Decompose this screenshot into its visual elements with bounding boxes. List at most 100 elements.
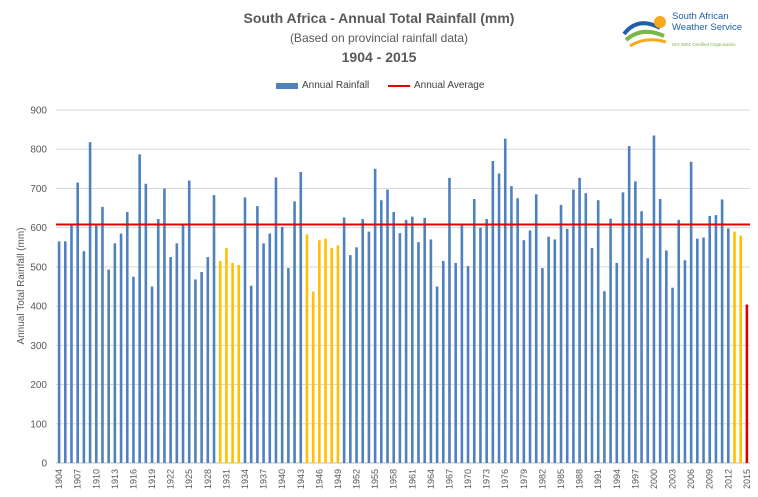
bar <box>646 258 650 463</box>
x-tick-label: 1934 <box>240 469 250 489</box>
bar <box>187 180 191 463</box>
bar <box>107 269 110 463</box>
chart-title: South Africa - Annual Total Rainfall (mm… <box>243 10 515 26</box>
bar <box>144 183 148 463</box>
bar <box>516 198 519 463</box>
bar <box>609 218 612 463</box>
bar <box>237 264 241 463</box>
bar <box>404 219 408 463</box>
bar <box>696 238 699 463</box>
bar <box>683 260 687 463</box>
x-tick-label: 1994 <box>612 469 622 489</box>
x-tick-label: 1991 <box>593 469 603 489</box>
bar <box>318 240 321 463</box>
bar <box>417 242 420 463</box>
bar <box>293 201 296 464</box>
legend-line-swatch <box>388 84 410 87</box>
bar <box>355 247 358 463</box>
chart-period: 1904 - 2015 <box>341 49 417 65</box>
bar <box>621 192 625 463</box>
bar <box>429 239 433 463</box>
y-tick-label: 600 <box>30 223 47 234</box>
bar <box>572 189 575 464</box>
bar <box>727 228 730 463</box>
x-tick-label: 1973 <box>482 469 492 489</box>
chart-subtitle: (Based on provincial rainfall data) <box>289 31 469 45</box>
bar <box>200 271 203 463</box>
y-tick-label: 400 <box>30 302 47 313</box>
bar <box>380 200 383 463</box>
bar <box>472 199 476 464</box>
bar <box>522 240 526 463</box>
x-tick-label: 1922 <box>166 469 176 489</box>
legend-bar-swatch <box>276 82 298 89</box>
y-tick-label: 500 <box>30 262 47 273</box>
logo-tagline: ISO 9001 Certified Organisation <box>672 42 736 47</box>
bar <box>181 223 185 463</box>
bar <box>627 146 631 463</box>
chart-bars <box>57 135 749 464</box>
bar <box>63 241 67 463</box>
x-tick-label: 1982 <box>537 469 547 489</box>
bar <box>70 223 73 463</box>
legend-label-average: Annual Average <box>414 80 485 91</box>
x-tick-label: 1976 <box>500 469 510 489</box>
x-tick-label: 2006 <box>686 469 696 489</box>
legend-annual-rainfall: Annual Rainfall <box>276 80 369 91</box>
bar <box>448 177 451 464</box>
bar <box>262 243 265 463</box>
bar <box>342 217 346 463</box>
y-axis-label: Annual Total Rainfall (mm) <box>16 227 27 344</box>
x-tick-label: 1964 <box>426 469 436 489</box>
bar <box>268 233 272 463</box>
x-tick-label: 1913 <box>110 469 120 489</box>
legend-annual-average: Annual Average <box>388 80 484 91</box>
bar <box>218 261 222 463</box>
bar <box>634 181 637 463</box>
logo-line-2: Weather Service <box>672 22 743 33</box>
bar <box>249 285 253 463</box>
bar <box>590 248 594 463</box>
bar <box>665 250 668 463</box>
bar <box>125 211 129 463</box>
x-tick-label: 1925 <box>184 469 194 489</box>
bar <box>76 182 79 464</box>
bar <box>658 199 662 464</box>
saws-logo-icon <box>622 16 667 48</box>
bar <box>349 255 352 463</box>
bar <box>206 257 210 463</box>
x-tick-label: 1940 <box>277 469 287 489</box>
x-tick-label: 2000 <box>649 469 659 489</box>
bar <box>212 195 216 463</box>
bar <box>460 224 464 463</box>
x-tick-label: 1967 <box>444 469 454 489</box>
bar <box>386 189 389 464</box>
y-tick-label: 700 <box>30 184 47 195</box>
bar <box>423 217 426 463</box>
logo-line-1: South African <box>672 11 729 22</box>
bar <box>243 197 247 463</box>
x-tick-label: 1928 <box>203 469 213 489</box>
x-tick-label: 1958 <box>389 469 399 489</box>
bar <box>491 160 495 463</box>
x-tick-label: 2015 <box>742 469 752 489</box>
bar <box>745 304 749 463</box>
bar <box>553 239 557 463</box>
bar <box>435 286 439 463</box>
y-tick-label: 800 <box>30 145 47 156</box>
bar <box>603 291 606 463</box>
bar <box>225 248 228 463</box>
bar <box>454 262 457 463</box>
chart-gridlines <box>56 109 750 464</box>
x-tick-label: 1997 <box>630 469 640 489</box>
bar <box>479 227 482 463</box>
bar <box>88 142 92 463</box>
bar <box>689 161 693 464</box>
bar <box>361 219 365 463</box>
bar <box>410 216 414 463</box>
bar <box>336 245 340 463</box>
bar <box>305 234 309 463</box>
bar <box>299 171 303 463</box>
x-tick-label: 2012 <box>723 469 733 489</box>
